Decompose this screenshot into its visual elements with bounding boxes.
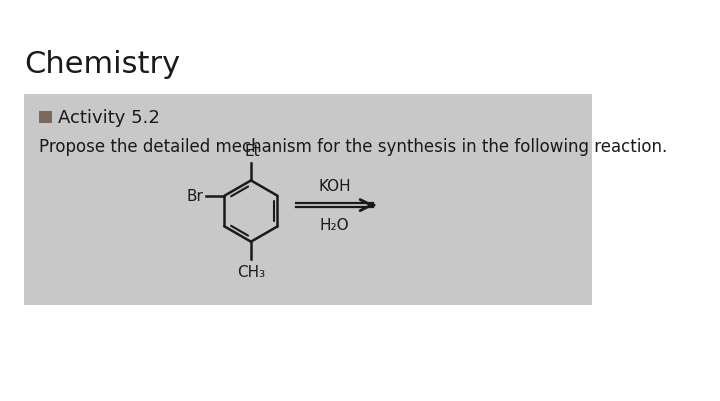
Text: CH₃: CH₃: [237, 264, 265, 279]
Bar: [24, 94, 592, 305]
Text: Et: Et: [244, 144, 260, 159]
Text: Activity 5.2: Activity 5.2: [58, 108, 160, 126]
Text: Propose the detailed mechanism for the synthesis in the following reaction.: Propose the detailed mechanism for the s…: [39, 137, 667, 155]
Text: KOH: KOH: [318, 179, 351, 194]
Text: Chemistry: Chemistry: [24, 49, 180, 78]
Bar: [0, 30, 613, 134]
Text: H₂O: H₂O: [320, 217, 349, 233]
Bar: [39, 111, 52, 124]
Text: Br: Br: [186, 189, 203, 204]
